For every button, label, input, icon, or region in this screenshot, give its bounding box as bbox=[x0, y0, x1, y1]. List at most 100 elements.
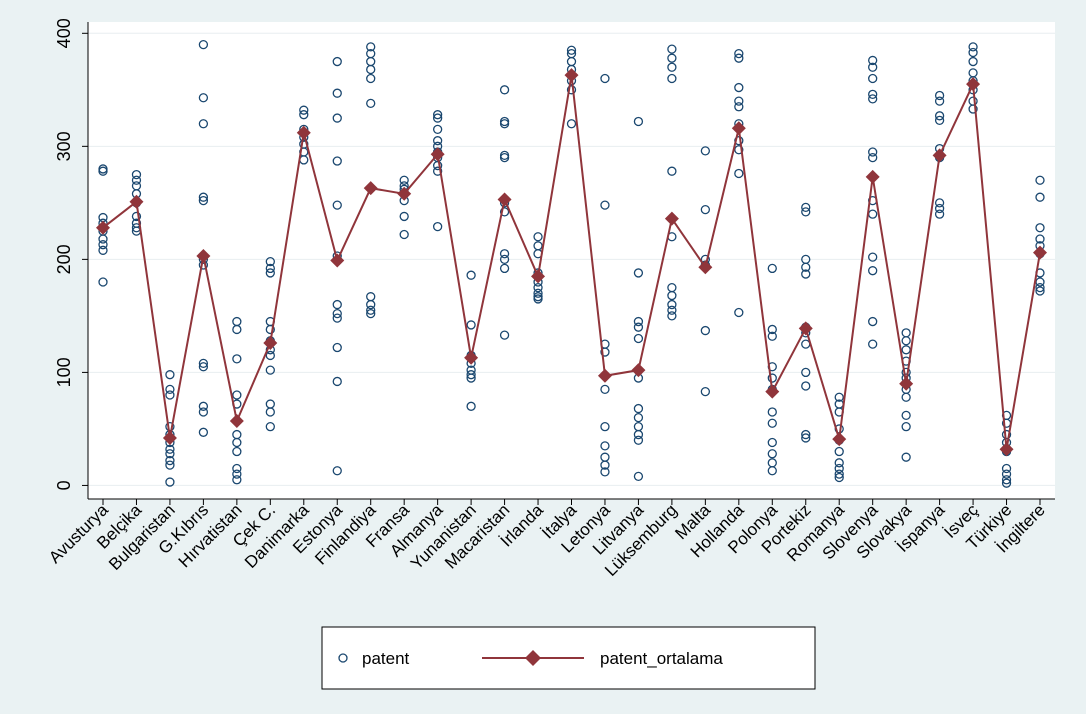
point bbox=[499, 119, 510, 129]
point bbox=[432, 124, 443, 135]
point bbox=[499, 263, 510, 274]
legend-marker bbox=[338, 653, 348, 663]
point bbox=[801, 269, 811, 279]
point bbox=[767, 331, 777, 341]
point bbox=[332, 313, 342, 323]
point bbox=[801, 367, 811, 378]
mean-marker bbox=[1033, 245, 1047, 260]
point bbox=[98, 277, 108, 287]
point bbox=[968, 42, 978, 52]
point bbox=[767, 466, 777, 476]
point bbox=[332, 56, 342, 67]
point bbox=[265, 263, 275, 274]
point bbox=[232, 463, 242, 474]
point bbox=[633, 429, 644, 440]
point bbox=[700, 146, 711, 156]
point bbox=[868, 339, 878, 349]
point bbox=[165, 444, 175, 454]
point bbox=[700, 386, 711, 397]
point bbox=[98, 234, 108, 244]
point bbox=[1001, 463, 1012, 474]
point bbox=[934, 96, 945, 106]
point bbox=[600, 384, 610, 395]
point bbox=[734, 53, 744, 63]
point bbox=[700, 204, 711, 215]
point bbox=[366, 98, 376, 109]
point bbox=[533, 294, 543, 304]
point bbox=[98, 166, 108, 176]
point bbox=[198, 192, 209, 202]
point bbox=[734, 96, 744, 106]
point bbox=[198, 119, 209, 129]
point bbox=[633, 322, 644, 332]
point bbox=[901, 336, 911, 346]
legend-label: patent_ortalama bbox=[600, 649, 723, 668]
point bbox=[198, 358, 209, 369]
point bbox=[198, 195, 209, 206]
point bbox=[366, 308, 376, 319]
mean-marker bbox=[96, 220, 110, 235]
point bbox=[198, 407, 209, 417]
point bbox=[232, 437, 242, 448]
point bbox=[499, 85, 510, 95]
point bbox=[1035, 192, 1045, 202]
point bbox=[265, 365, 275, 375]
point bbox=[834, 469, 844, 479]
point bbox=[633, 435, 644, 445]
point bbox=[499, 254, 510, 265]
point bbox=[767, 418, 777, 428]
point bbox=[265, 422, 275, 432]
mean-marker bbox=[196, 248, 211, 263]
point bbox=[667, 62, 677, 72]
point bbox=[432, 110, 443, 120]
point bbox=[232, 354, 242, 364]
point bbox=[868, 316, 878, 327]
point bbox=[566, 85, 577, 95]
point bbox=[232, 390, 242, 400]
point bbox=[834, 458, 844, 468]
point bbox=[499, 249, 510, 259]
point bbox=[868, 252, 878, 262]
mean-marker bbox=[397, 186, 412, 201]
mean-marker bbox=[296, 125, 311, 140]
point bbox=[767, 263, 777, 274]
point bbox=[734, 307, 744, 318]
point bbox=[600, 347, 610, 357]
point bbox=[901, 367, 911, 378]
point bbox=[1035, 234, 1045, 244]
y-tick-label: 200 bbox=[54, 244, 74, 274]
mean-marker bbox=[564, 68, 579, 83]
point bbox=[533, 232, 543, 242]
point bbox=[165, 384, 175, 395]
point bbox=[600, 441, 610, 451]
mean-marker bbox=[229, 414, 244, 429]
legend-label: patent bbox=[362, 649, 410, 668]
point bbox=[868, 62, 878, 72]
point bbox=[767, 449, 777, 459]
point bbox=[265, 407, 275, 417]
point bbox=[432, 221, 443, 232]
point bbox=[499, 330, 510, 340]
point bbox=[767, 324, 777, 335]
point bbox=[934, 203, 945, 214]
point bbox=[232, 446, 242, 457]
point bbox=[265, 268, 275, 278]
point bbox=[232, 475, 242, 485]
mean-marker bbox=[597, 368, 612, 383]
point bbox=[466, 401, 476, 411]
point bbox=[734, 82, 744, 93]
point bbox=[767, 373, 777, 383]
point bbox=[968, 47, 978, 58]
point bbox=[399, 211, 409, 222]
point bbox=[868, 89, 878, 99]
point bbox=[98, 245, 108, 255]
point bbox=[566, 45, 577, 55]
point bbox=[299, 105, 309, 115]
point bbox=[901, 422, 911, 432]
point bbox=[667, 290, 677, 301]
mean-marker bbox=[330, 253, 345, 268]
point bbox=[466, 270, 476, 280]
mean-marker bbox=[129, 194, 144, 209]
mean-marker bbox=[966, 77, 981, 92]
